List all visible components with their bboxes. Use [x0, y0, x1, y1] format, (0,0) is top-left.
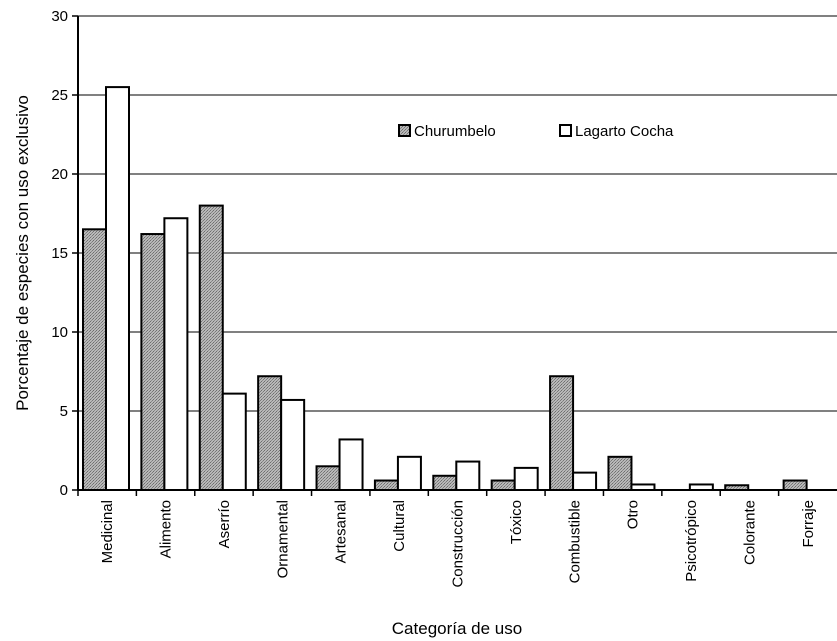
x-tick-label: Forraje — [800, 500, 817, 548]
x-tick-label: Cultural — [391, 500, 408, 552]
legend: Churumbelo Lagarto Cocha — [398, 123, 674, 140]
x-tick-label: Otro — [625, 500, 642, 529]
legend-label-churumbelo: Churumbelo — [414, 123, 496, 140]
bar-churumbelo — [257, 375, 283, 491]
bar-lagarto-cocha — [572, 471, 598, 491]
y-tick-label: 10 — [51, 324, 68, 341]
x-axis-title: Categoría de uso — [392, 619, 522, 638]
bar-lagarto-cocha — [105, 86, 130, 491]
legend-swatch-churumbelo — [398, 124, 411, 137]
bar-churumbelo — [198, 204, 224, 491]
y-tick-label: 20 — [51, 166, 68, 183]
gridlines — [78, 15, 837, 412]
bar-churumbelo — [315, 465, 341, 491]
x-tick-label: Construcción — [450, 500, 467, 588]
bar-churumbelo — [432, 474, 458, 491]
y-tick-label: 0 — [60, 482, 68, 499]
bar-churumbelo — [607, 455, 633, 492]
x-tick-label: Aserrío — [216, 500, 233, 548]
bar-lagarto-cocha — [455, 460, 481, 491]
legend-swatch-lagarto-cocha — [559, 124, 572, 137]
bar-churumbelo — [549, 375, 575, 491]
x-tick-label: Colorante — [741, 500, 758, 565]
bar-churumbelo — [373, 479, 399, 491]
y-tick-label: 30 — [51, 8, 68, 25]
x-tick-label: Medicinal — [99, 500, 116, 563]
x-tick-label: Artesanal — [333, 500, 350, 563]
x-tick-label: Ornamental — [274, 500, 291, 578]
y-tick-label: 5 — [60, 403, 68, 420]
y-tick-label: 25 — [51, 87, 68, 104]
bar-lagarto-cocha — [163, 217, 189, 492]
bar-lagarto-cocha — [280, 398, 306, 491]
bar-churumbelo — [140, 233, 166, 491]
bars — [82, 86, 808, 492]
y-axis-title: Porcentaje de especies con uso exclusivo — [13, 95, 32, 411]
bar-lagarto-cocha — [338, 438, 364, 492]
y-tick-label: 15 — [51, 245, 68, 262]
bar-lagarto-cocha — [221, 392, 247, 491]
x-tick-label: Alimento — [158, 500, 175, 558]
axes: 0 5 10 15 20 25 30 Medicinal Alimento Aserrío Orna… — [51, 8, 837, 588]
bar-churumbelo — [490, 479, 516, 491]
x-tick-label: Tóxico — [508, 500, 525, 544]
x-tick-label: Psicotrópico — [683, 500, 700, 582]
x-tick-label: Combustible — [566, 500, 583, 583]
legend-label-lagarto-cocha: Lagarto Cocha — [575, 123, 674, 140]
bar-churumbelo — [82, 228, 107, 492]
bar-lagarto-cocha — [396, 455, 422, 492]
bar-lagarto-cocha — [513, 466, 539, 492]
bar-churumbelo — [782, 479, 808, 491]
